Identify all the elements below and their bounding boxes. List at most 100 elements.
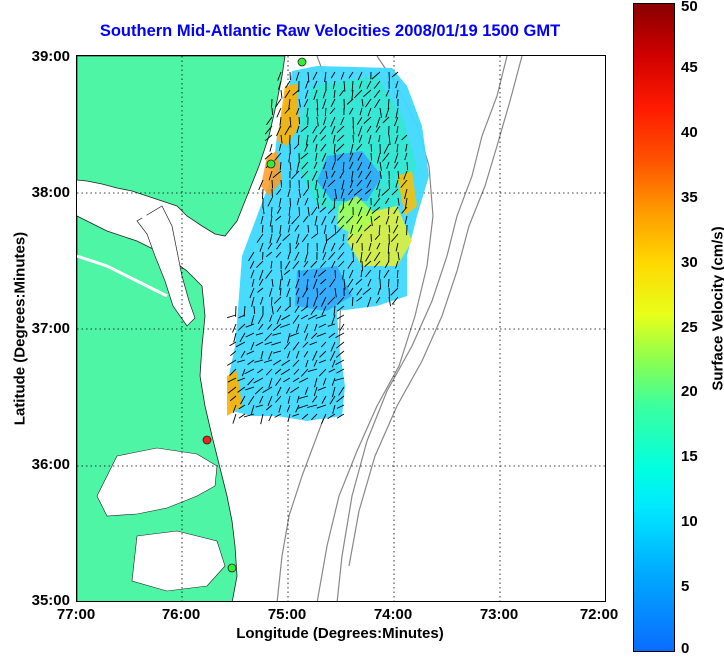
velocity-vector (368, 134, 372, 144)
velocity-vector (357, 125, 363, 137)
velocity-vector (357, 224, 363, 232)
velocity-vector (323, 161, 327, 170)
velocity-vector (388, 296, 391, 307)
velocity-vector (395, 215, 399, 224)
velocity-vector (330, 71, 336, 79)
velocity-vector (405, 143, 408, 152)
velocity-vector (391, 71, 399, 78)
velocity-vector (319, 125, 327, 135)
velocity-vector (387, 98, 390, 110)
map-panel[interactable] (76, 55, 606, 602)
velocity-vector (384, 260, 390, 269)
velocity-vector (356, 143, 363, 151)
velocity-vector (292, 413, 300, 417)
velocity-vector (366, 80, 372, 89)
velocity-vector (395, 260, 399, 269)
velocity-vector (250, 314, 255, 326)
station-marker[interactable] (297, 57, 307, 67)
velocity-vector (271, 305, 274, 315)
velocity-vector (396, 269, 399, 279)
velocity-vector (284, 305, 291, 312)
velocity-vector (289, 197, 292, 207)
velocity-vector (305, 134, 309, 146)
velocity-vector (292, 359, 300, 367)
velocity-vector (287, 188, 291, 198)
velocity-vector (294, 251, 300, 261)
velocity-vector (249, 260, 255, 269)
velocity-vector (361, 260, 364, 272)
velocity-vector (304, 251, 309, 263)
velocity-vector (286, 404, 291, 413)
velocity-vector (300, 152, 309, 160)
velocity-vector (314, 215, 318, 226)
velocity-vector (257, 368, 264, 374)
velocity-vector (329, 107, 336, 115)
velocity-vector (283, 377, 291, 383)
velocity-vector (342, 233, 345, 242)
velocity-vector (327, 179, 336, 188)
velocity-vector (384, 197, 390, 205)
velocity-vector (321, 152, 327, 162)
velocity-vector (322, 116, 327, 126)
velocity-vector (300, 368, 309, 377)
velocity-vector (272, 170, 282, 179)
velocity-vector (280, 134, 283, 144)
velocity-vector (374, 233, 381, 240)
velocity-vector (304, 143, 309, 152)
velocity-vector (329, 278, 336, 288)
velocity-vector (333, 89, 336, 98)
velocity-vector (304, 89, 309, 99)
velocity-vector (294, 242, 300, 250)
velocity-vector (339, 323, 345, 331)
velocity-vector (395, 80, 399, 89)
station-marker[interactable] (202, 435, 212, 445)
velocity-vector (233, 332, 237, 343)
velocity-vector (316, 98, 319, 110)
colorbar-tick-label: 25 (681, 318, 698, 336)
velocity-vector (347, 260, 354, 269)
velocity-vector (371, 206, 381, 214)
velocity-vector (302, 188, 309, 196)
velocity-vector (336, 134, 345, 142)
velocity-vector (288, 206, 291, 216)
velocity-vector (403, 170, 408, 180)
velocity-vector (334, 269, 337, 279)
velocity-vector (351, 242, 354, 251)
velocity-vector (387, 206, 390, 215)
velocity-vector (352, 134, 355, 143)
velocity-vector (348, 197, 354, 206)
velocity-vector (245, 386, 255, 391)
velocity-vector (276, 107, 282, 118)
velocity-vector (292, 314, 300, 324)
velocity-vector (338, 386, 345, 396)
velocity-vector (284, 260, 291, 270)
velocity-vector (336, 350, 345, 358)
velocity-vector (302, 287, 309, 298)
station-marker[interactable] (266, 159, 276, 169)
velocity-vector (307, 206, 310, 217)
velocity-vector (322, 98, 327, 110)
velocity-vector (358, 80, 363, 89)
velocity-vector (229, 341, 237, 347)
velocity-vector (256, 233, 264, 243)
velocity-vector (295, 404, 300, 413)
y-axis-title: Latitude (Degrees:Minutes) (11, 231, 29, 426)
velocity-vector (312, 350, 318, 361)
velocity-vector (397, 197, 400, 206)
velocity-vector (287, 413, 291, 422)
velocity-vector (275, 251, 282, 258)
velocity-vector (303, 98, 309, 108)
velocity-vector (276, 125, 282, 137)
velocity-vector (330, 341, 336, 352)
velocity-vector (339, 206, 345, 214)
velocity-vector (318, 269, 327, 277)
velocity-vector (331, 125, 336, 135)
station-marker[interactable] (227, 563, 237, 573)
velocity-vector (262, 251, 264, 260)
velocity-vector (237, 386, 246, 393)
velocity-vector (265, 404, 273, 411)
x-tick-label: 77:00 (56, 606, 96, 623)
x-tick-label: 75:00 (267, 606, 307, 623)
velocity-vector (278, 404, 282, 413)
velocity-vector (356, 233, 363, 244)
